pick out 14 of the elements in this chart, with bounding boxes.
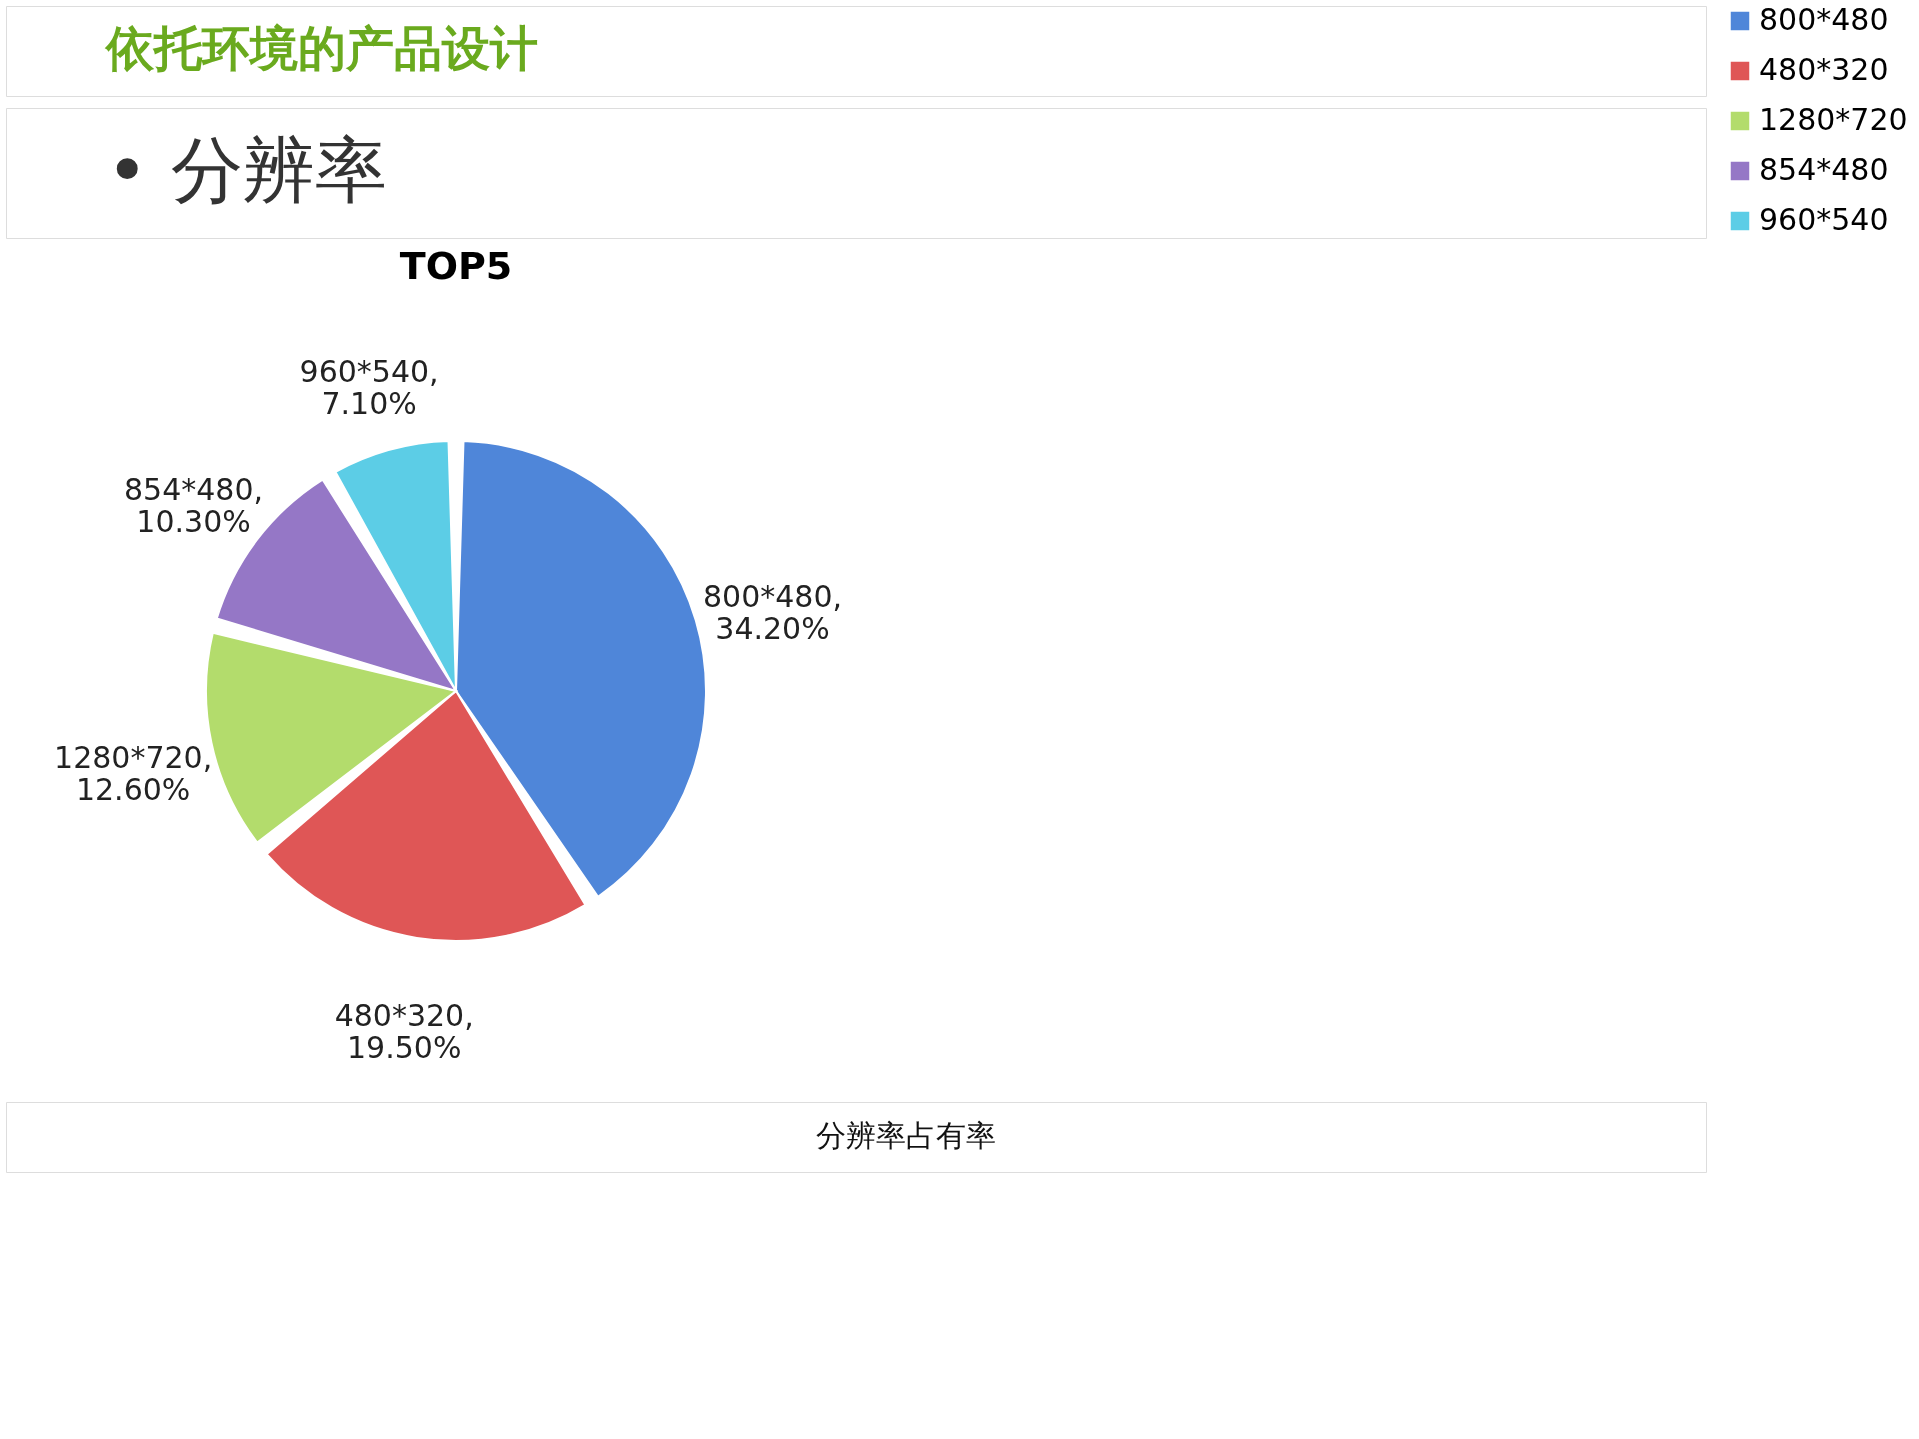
legend-label: 854*480 — [1759, 152, 1889, 187]
legend-label: 800*480 — [1759, 2, 1889, 37]
data-label: 480*320, 19.50% — [334, 997, 474, 1065]
data-label: 854*480, 10.30% — [124, 471, 264, 539]
text: TOP5 — [399, 244, 513, 288]
data-label: 800*480, 34.20% — [702, 578, 843, 646]
text: 分辨率占有率 — [816, 1118, 996, 1153]
text: 依托环境的产品设计 — [104, 20, 538, 76]
text: • 分辨率 — [106, 128, 388, 212]
data-label: 1280*720, 12.60% — [54, 740, 213, 808]
data-label: 960*540, 7.10% — [299, 353, 439, 421]
legend-label: 960*540 — [1759, 202, 1889, 237]
legend-label: 480*320 — [1759, 52, 1889, 87]
legend-label: 1280*720 — [1759, 102, 1908, 137]
